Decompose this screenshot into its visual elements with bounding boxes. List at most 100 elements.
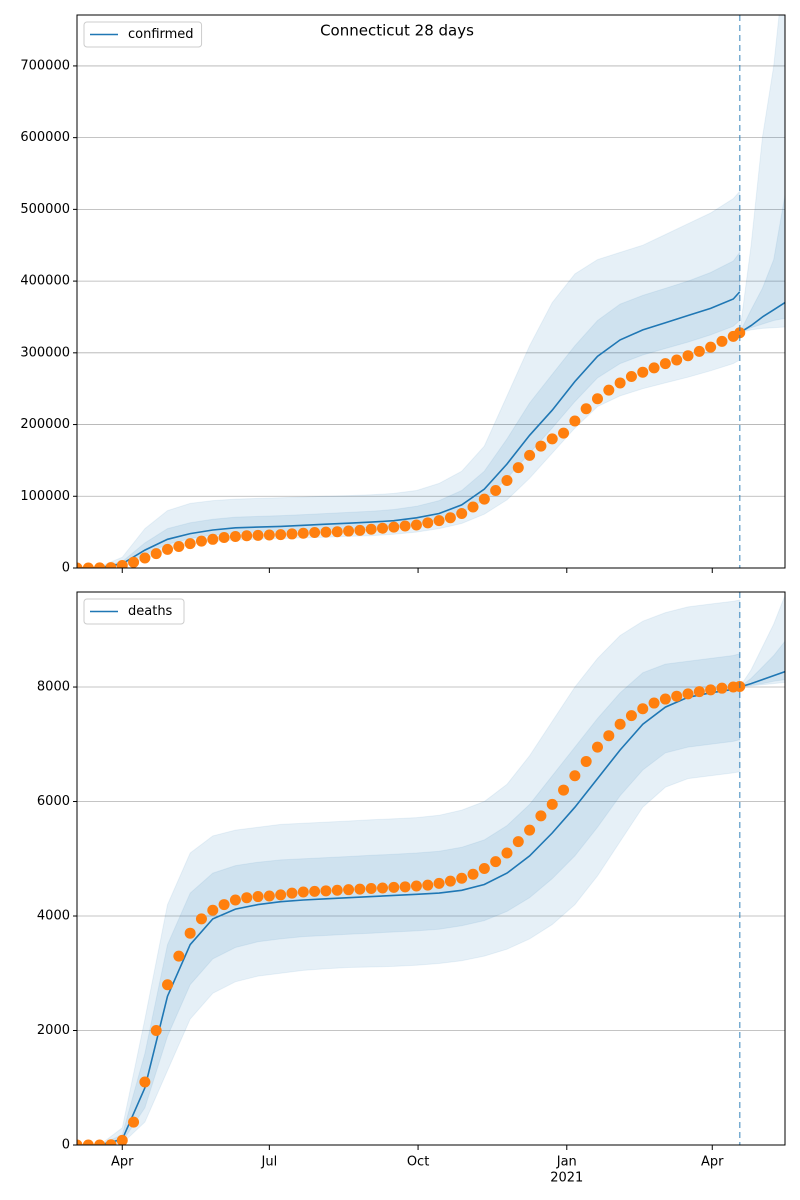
legend-label: deaths [128,604,173,619]
legend: confirmed [83,21,203,48]
observed-point [603,384,615,396]
observed-point [77,1139,83,1145]
observed-point [139,1076,151,1088]
observed-point [275,529,287,541]
observed-point [184,538,196,550]
observed-point [422,879,434,891]
observed-point [558,784,570,796]
observed-point [433,877,445,889]
observed-point [139,552,151,564]
observed-point [399,520,411,532]
observed-point [501,847,513,859]
observed-point [354,883,366,895]
observed-point [331,526,343,538]
observed-point [614,377,626,389]
observed-point [705,341,717,353]
observed-point [580,403,592,415]
observed-point [444,875,456,887]
y-tick-label: 8000 [37,680,70,695]
y-tick-label: 2000 [37,1023,70,1038]
observed-point [105,1139,117,1145]
legend-box [83,21,203,48]
confidence-band [738,194,785,334]
observed-point [116,559,128,568]
observed-point [162,979,174,991]
observed-point [377,882,389,894]
observed-point [682,688,694,700]
observed-point [546,798,558,810]
observed-point [671,354,683,366]
observed-point [365,523,377,535]
observed-point [625,710,637,722]
y-tick-label: 400000 [20,274,70,289]
observed-point [195,535,207,547]
observed-point [591,741,603,753]
series-line [77,686,740,1145]
observed-point [388,881,400,893]
observed-point [94,562,106,568]
x-tick-label: Jul [261,1155,278,1170]
y-tick-label: 700000 [20,58,70,73]
observed-point [456,872,468,884]
observed-point [444,512,456,524]
legend: deaths [83,598,185,625]
observed-point [297,527,309,539]
observed-point [591,393,603,405]
observed-point [456,507,468,519]
observed-point [693,686,705,698]
x-tick-label: Apr [111,1155,134,1170]
observed-point [512,836,524,848]
observed-point [569,415,581,427]
observed-point [467,868,479,880]
observed-point [195,913,207,925]
chart-title: Connecticut 28 days [320,22,474,40]
observed-point [128,556,140,568]
observed-point [229,894,241,906]
observed-point [512,462,524,474]
observed-point [558,427,570,439]
observed-point [637,366,649,378]
observed-point [252,891,264,903]
observed-point [275,889,287,901]
confidence-band [738,595,785,688]
x-tick-sublabel: 2021 [550,1171,583,1186]
observed-point [478,493,490,505]
observed-point [77,562,83,568]
observed-point [659,358,671,370]
observed-point [705,684,717,696]
observed-point [207,533,219,545]
observed-point [82,562,94,568]
observed-point [388,521,400,533]
y-tick-label: 0 [62,561,70,576]
observed-point [320,526,332,538]
observed-point [682,350,694,362]
observed-point [659,693,671,705]
y-tick-label: 600000 [20,130,70,145]
observed-point [467,501,479,513]
observed-point [716,682,728,694]
observed-point [490,485,502,497]
observed-point [286,528,298,540]
observed-point [218,532,230,544]
x-tick-label: Oct [407,1155,429,1170]
legend-label: confirmed [128,27,194,42]
observed-point [116,1134,128,1145]
observed-point [128,1116,140,1128]
observed-point [535,440,547,452]
observed-point [546,433,558,445]
observed-point [524,449,536,461]
observed-point [734,327,746,339]
observed-point [603,730,615,742]
observed-point [490,856,502,868]
observed-point [297,886,309,898]
observed-point [218,899,230,911]
observed-point [241,892,253,904]
observed-point [286,887,298,899]
observed-point [354,524,366,536]
observed-point [173,950,185,962]
observed-point [207,904,219,916]
observed-point [399,881,411,893]
confidence-band [739,15,785,334]
x-tick-label: Jan [556,1155,577,1170]
y-tick-label: 0 [62,1138,70,1153]
